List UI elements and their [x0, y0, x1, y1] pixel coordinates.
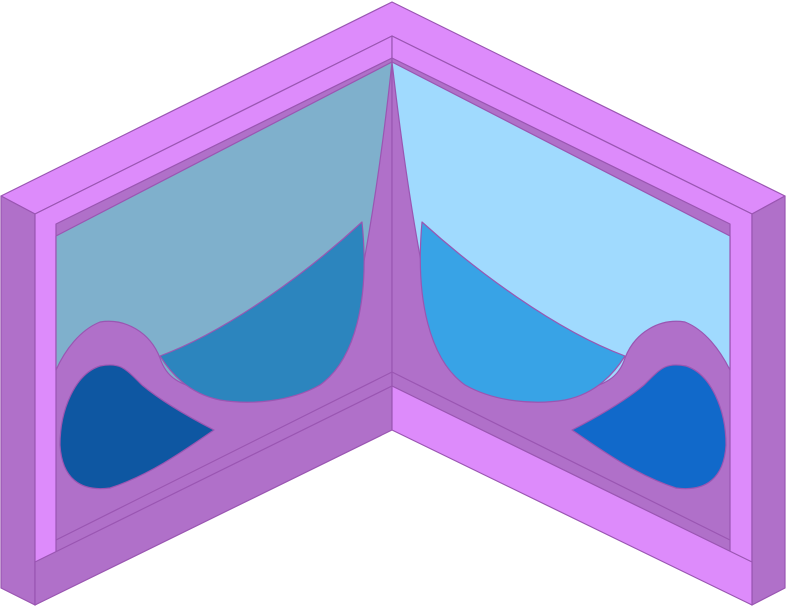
- right-base-ledge: [391, 385, 753, 606]
- right-drop: [571, 364, 727, 490]
- frame-left-edge: [0, 195, 36, 606]
- frame-right-edge: [751, 195, 786, 606]
- right-ledge-line: [391, 371, 731, 541]
- left-drop: [59, 364, 215, 490]
- left-ledge-line: [55, 371, 393, 541]
- left-wave: [159, 221, 365, 403]
- right-wave: [419, 221, 626, 403]
